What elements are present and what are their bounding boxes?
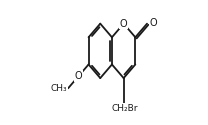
Text: O: O	[149, 18, 157, 28]
Text: CH₃: CH₃	[51, 84, 67, 93]
Text: CH₂Br: CH₂Br	[111, 104, 138, 113]
Text: O: O	[75, 71, 82, 81]
Text: O: O	[120, 19, 128, 29]
